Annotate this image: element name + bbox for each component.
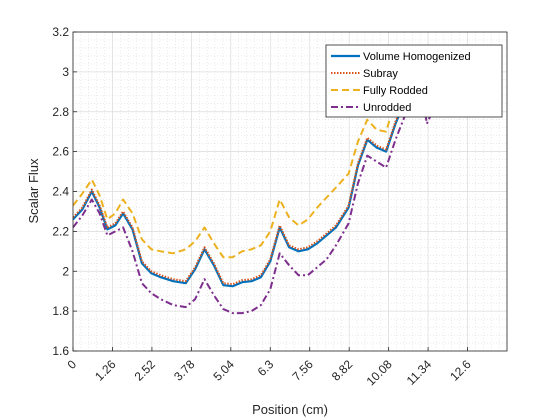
y-tick-label: 2.2 [52,224,69,238]
x-tick-label: 2.52 [132,357,159,384]
series-line-subray [73,53,422,286]
x-tick-label: 3.78 [171,357,198,384]
legend-label: Volume Homogenized [363,51,471,63]
y-tick-label: 2.8 [52,105,69,119]
y-tick-label: 1.6 [52,344,69,358]
y-tick-label: 3 [62,65,69,79]
series-lines [73,47,433,315]
x-tick-label: 0 [64,357,79,372]
legend-label: Fully Rodded [363,85,428,97]
legend: Volume Homogenized Subray Fully Rodded Unro… [325,44,503,118]
series-line-volume-homogenized [73,55,422,288]
legend-label: Unrodded [363,102,411,114]
x-tick-label: 7.56 [289,357,316,384]
y-axis-ticks: 1.6 1.8 2 2.2 2.4 2.6 2.8 3 3.2 [52,25,77,358]
x-tick-label: 5.04 [211,357,238,384]
x-tick-label: 6.3 [255,357,277,379]
y-tick-label: 2 [62,264,69,278]
y-tick-label: 3.2 [52,25,69,39]
y-axis-label: Scalar Flux [26,158,41,224]
y-tick-label: 1.8 [52,304,69,318]
x-axis-label: Position (cm) [252,402,328,417]
x-tick-label: 11.34 [404,357,435,388]
x-tick-label: 12.6 [447,357,474,384]
legend-label: Subray [363,68,398,80]
series-line-fully-rodded [73,47,422,259]
y-tick-label: 2.4 [52,185,69,199]
x-tick-label: 8.82 [329,357,356,384]
x-tick-label: 1.26 [92,357,119,384]
series-line-unrodded [73,80,433,315]
x-axis-ticks: 0 1.26 2.52 3.78 5.04 6.3 7.56 8.82 10.08 11.34 12… [64,347,474,388]
y-tick-label: 2.6 [52,145,69,159]
x-tick-label: 10.08 [364,357,395,388]
